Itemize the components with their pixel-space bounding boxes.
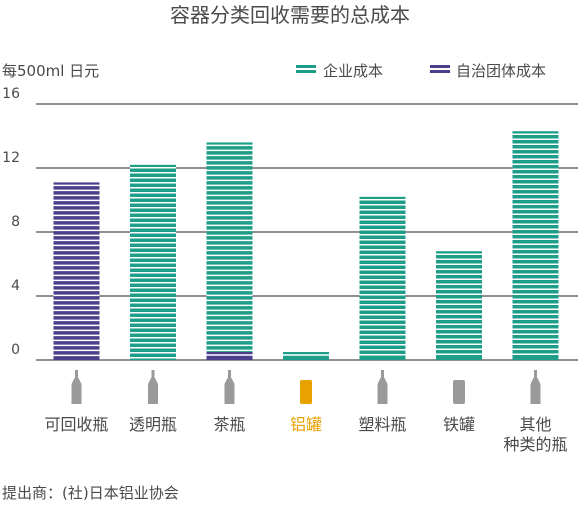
x-tick-label: 透明瓶 bbox=[129, 415, 177, 434]
bottle-icon bbox=[71, 370, 82, 404]
bar-fill bbox=[53, 182, 100, 360]
bottle-icon bbox=[377, 370, 388, 404]
source-note: 提出商：(社)日本铝业协会 bbox=[2, 484, 179, 502]
y-tick-label: 0 bbox=[11, 342, 20, 358]
bottle-neck bbox=[75, 370, 78, 378]
bottle-neck bbox=[151, 370, 155, 378]
bottle-neck bbox=[534, 370, 537, 378]
x-tick-label: 铁罐 bbox=[443, 415, 475, 434]
legend-item-municipal: 自治团体成本 bbox=[430, 62, 546, 80]
legend-item-enterprise: 企业成本 bbox=[296, 62, 383, 80]
bottle-neck bbox=[228, 370, 231, 378]
x-tick-label: 其他种类的瓶 bbox=[503, 415, 567, 454]
bottle-neck bbox=[381, 370, 384, 378]
bar-enterprise bbox=[283, 352, 329, 360]
legend-swatch-municipal-line2 bbox=[430, 70, 450, 73]
bottle-body bbox=[148, 378, 158, 404]
y-tick-label: 8 bbox=[11, 214, 20, 230]
y-tick-labels: 0 4 8 12 16 bbox=[2, 86, 20, 358]
legend: 企业成本 自治团体成本 bbox=[296, 62, 546, 80]
can-icon bbox=[453, 380, 465, 404]
y-axis-label: 每500ml 日元 bbox=[2, 62, 99, 80]
legend-swatch-municipal bbox=[430, 65, 450, 68]
x-tick-label: 茶瓶 bbox=[213, 415, 245, 434]
bottle-icon bbox=[224, 370, 235, 404]
bottle-body bbox=[71, 378, 82, 404]
gridlines bbox=[36, 103, 578, 361]
bar-municipal bbox=[206, 352, 253, 360]
bar-enterprise bbox=[206, 142, 253, 352]
can-body bbox=[300, 380, 312, 404]
y-tick-label: 16 bbox=[2, 86, 20, 102]
x-tick-label: 可回收瓶 bbox=[44, 415, 108, 434]
bar-fill bbox=[206, 142, 253, 352]
legend-swatch-enterprise-line2 bbox=[296, 70, 316, 73]
legend-label-enterprise: 企业成本 bbox=[323, 62, 383, 80]
x-tick-labels: 可回收瓶 透明瓶 茶瓶 铝罐 塑料瓶 铁罐 其他种类的瓶 bbox=[44, 415, 567, 454]
bar-fill bbox=[206, 352, 253, 360]
bottle-body bbox=[530, 378, 541, 404]
bottle-icon bbox=[148, 370, 158, 404]
legend-swatch-enterprise bbox=[296, 65, 316, 68]
bar-enterprise bbox=[436, 251, 482, 360]
bar-enterprise bbox=[359, 196, 406, 360]
bar-fill bbox=[283, 352, 329, 360]
x-tick-label: 塑料瓶 bbox=[358, 415, 406, 434]
bars bbox=[53, 131, 559, 360]
bar-fill bbox=[359, 196, 406, 360]
chart-title: 容器分类回收需要的总成本 bbox=[170, 3, 410, 27]
category-icons bbox=[71, 370, 541, 404]
bottle-icon bbox=[530, 370, 541, 404]
bar-enterprise bbox=[512, 131, 559, 360]
y-tick-label: 12 bbox=[2, 150, 20, 166]
bottle-body bbox=[224, 378, 235, 404]
bar-fill bbox=[512, 131, 559, 360]
bar-enterprise bbox=[130, 164, 176, 360]
bottle-body bbox=[377, 378, 388, 404]
can-icon bbox=[300, 380, 312, 404]
x-tick-label: 铝罐 bbox=[290, 415, 322, 434]
bar-municipal bbox=[53, 182, 100, 360]
y-tick-label: 4 bbox=[11, 278, 20, 294]
legend-label-municipal: 自治团体成本 bbox=[456, 62, 546, 80]
can-body bbox=[453, 380, 465, 404]
